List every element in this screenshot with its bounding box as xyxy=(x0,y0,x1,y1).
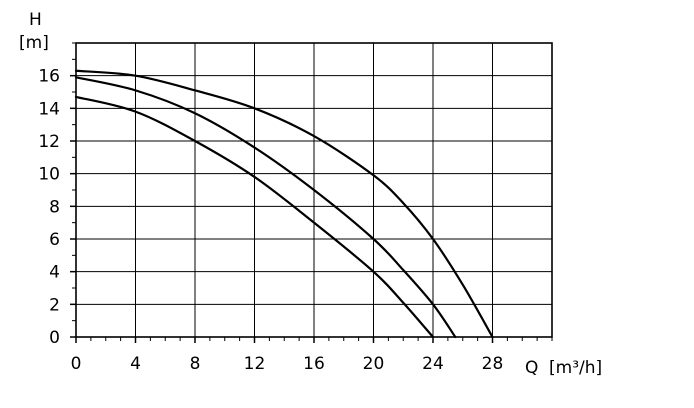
x-tick-label: 0 xyxy=(71,354,82,374)
x-tick-label: 28 xyxy=(482,354,504,374)
y-tick-label: 4 xyxy=(49,263,60,283)
x-tick-label: 4 xyxy=(130,354,141,374)
curve-layer xyxy=(74,69,494,339)
y-tick-label: 16 xyxy=(38,67,60,87)
x-tick-label: 20 xyxy=(363,354,385,374)
pump-curve-3 xyxy=(74,95,435,339)
grid-layer xyxy=(75,42,553,338)
y-tick-label: 6 xyxy=(49,230,60,250)
x-tick-label: 16 xyxy=(303,354,325,374)
x-tick-label: 8 xyxy=(190,354,201,374)
x-axis-title: Q xyxy=(525,358,538,378)
y-axis-unit: [m] xyxy=(19,33,49,53)
y-tick-label: 2 xyxy=(49,295,60,315)
x-axis-unit: [m³/h] xyxy=(549,358,602,378)
y-tick-label: 14 xyxy=(38,99,60,119)
x-tick-label: 24 xyxy=(422,354,444,374)
y-tick-label: 0 xyxy=(49,328,60,348)
pump-curve-2 xyxy=(74,76,457,339)
y-tick-label: 12 xyxy=(38,132,60,152)
y-axis-title: H xyxy=(29,10,42,30)
y-tick-label: 10 xyxy=(38,165,60,185)
label-layer: H [m] Q [m³/h] xyxy=(19,10,602,378)
x-tick-label: 12 xyxy=(244,354,266,374)
y-tick-label: 8 xyxy=(49,197,60,217)
pump-curve-1 xyxy=(74,69,494,339)
